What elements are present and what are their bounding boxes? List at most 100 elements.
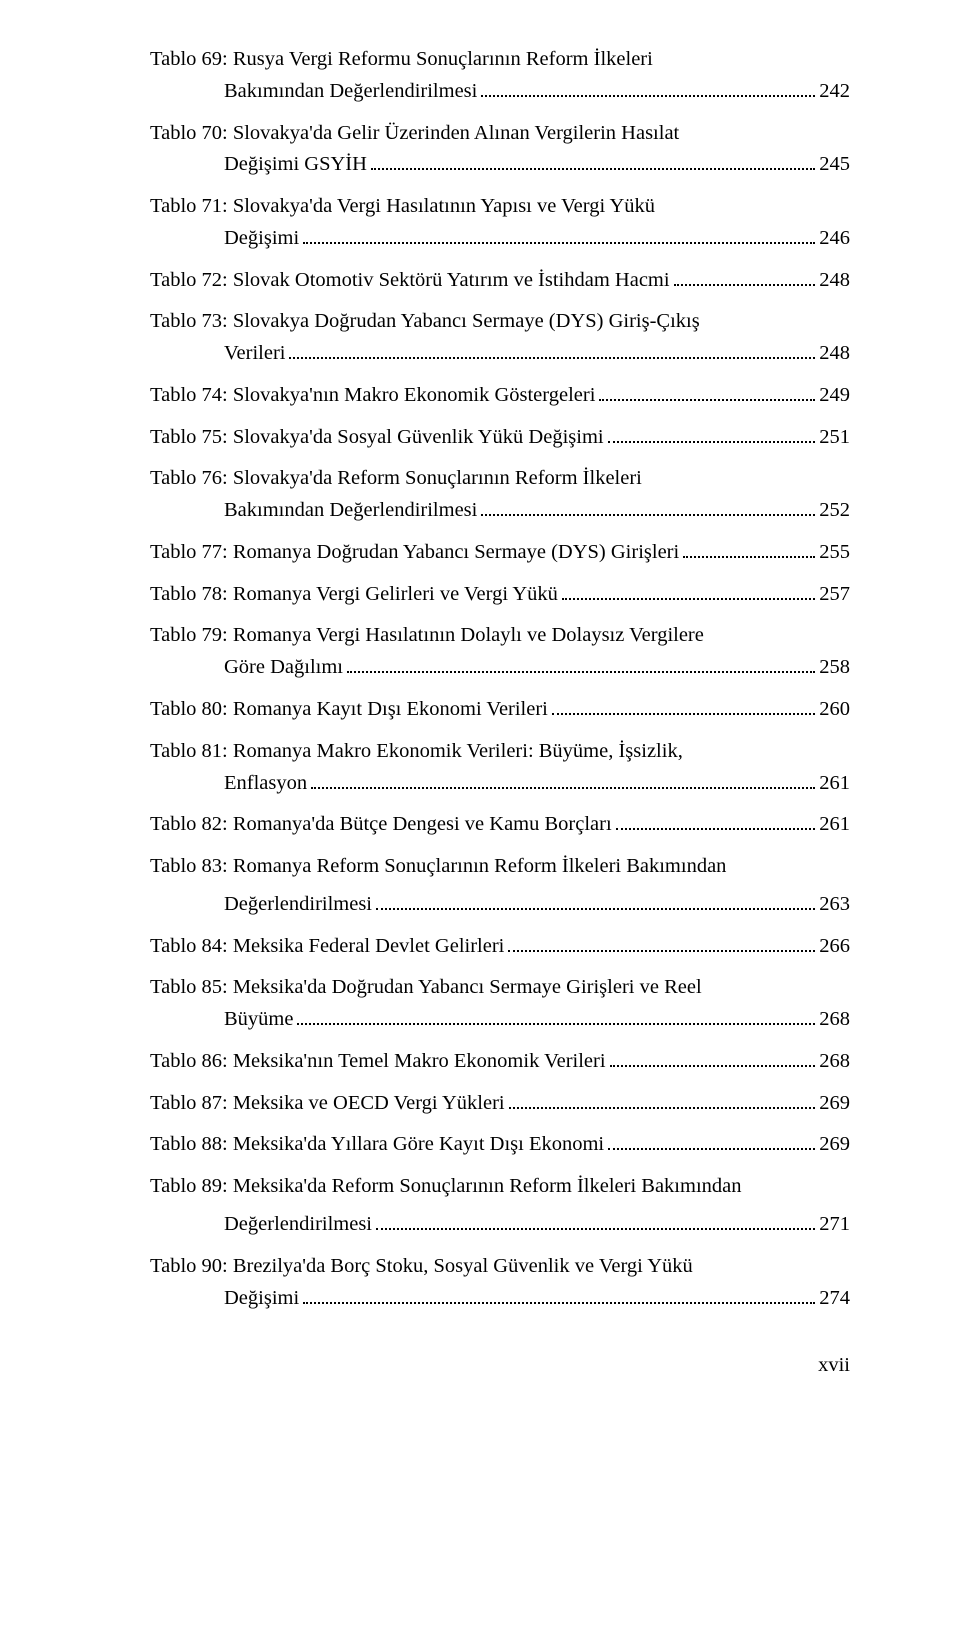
toc-text: Tablo 87: Meksika ve OECD Vergi Yükleri: [150, 1088, 505, 1120]
toc-line: Enflasyon 261: [150, 768, 850, 800]
toc-text: Tablo 85: Meksika'da Doğrudan Yabancı Se…: [150, 972, 702, 1004]
toc-text: Büyüme: [224, 1004, 293, 1036]
toc-text: Tablo 81: Romanya Makro Ekonomik Veriler…: [150, 736, 683, 768]
toc-page-number: 251: [819, 422, 850, 454]
toc-leader-dots: [683, 538, 815, 558]
toc-text: Enflasyon: [224, 768, 307, 800]
toc-text: Tablo 72: Slovak Otomotiv Sektörü Yatırı…: [150, 265, 670, 297]
toc-leader-dots: [616, 810, 816, 830]
toc-text: Tablo 80: Romanya Kayıt Dışı Ekonomi Ver…: [150, 694, 548, 726]
toc-leader-dots: [552, 695, 815, 715]
toc-text: Göre Dağılımı: [224, 652, 343, 684]
toc-page-number: 268: [819, 1046, 850, 1078]
toc-line: Tablo 71: Slovakya'da Vergi Hasılatının …: [150, 191, 850, 223]
toc-line: Tablo 76: Slovakya'da Reform Sonuçlarını…: [150, 463, 850, 495]
toc-page-number: 260: [819, 694, 850, 726]
toc-line: Tablo 69: Rusya Vergi Reformu Sonuçların…: [150, 44, 850, 76]
toc-line: Tablo 73: Slovakya Doğrudan Yabancı Serm…: [150, 306, 850, 338]
toc-page-number: 249: [819, 380, 850, 412]
toc-line: Bakımından Değerlendirilmesi 242: [150, 76, 850, 108]
toc-line: Tablo 88: Meksika'da Yıllara Göre Kayıt …: [150, 1129, 850, 1161]
toc-text: Tablo 84: Meksika Federal Devlet Gelirle…: [150, 931, 504, 963]
toc-entry: Tablo 79: Romanya Vergi Hasılatının Dola…: [150, 620, 850, 684]
toc-entry: Tablo 69: Rusya Vergi Reformu Sonuçların…: [150, 44, 850, 108]
toc-leader-dots: [303, 223, 815, 243]
toc-leader-dots: [289, 339, 815, 359]
toc-line: Tablo 84: Meksika Federal Devlet Gelirle…: [150, 931, 850, 963]
toc-text: Tablo 83: Romanya Reform Sonuçlarının Re…: [150, 851, 726, 883]
toc-leader-dots: [562, 579, 815, 599]
toc-text: Tablo 75: Slovakya'da Sosyal Güvenlik Yü…: [150, 422, 604, 454]
toc-line: Tablo 86: Meksika'nın Temel Makro Ekonom…: [150, 1046, 850, 1078]
toc-line: Değişimi274: [150, 1283, 850, 1315]
toc-line: Göre Dağılımı 258: [150, 652, 850, 684]
toc-text: Tablo 79: Romanya Vergi Hasılatının Dola…: [150, 620, 704, 652]
page-number: xvii: [150, 1350, 850, 1382]
toc-text: Tablo 78: Romanya Vergi Gelirleri ve Ver…: [150, 579, 558, 611]
toc-entry: Tablo 70: Slovakya'da Gelir Üzerinden Al…: [150, 118, 850, 182]
toc-page-number: 245: [819, 149, 850, 181]
toc-page-number: 266: [819, 931, 850, 963]
toc-page-number: 261: [819, 768, 850, 800]
toc-text: Tablo 74: Slovakya'nın Makro Ekonomik Gö…: [150, 380, 595, 412]
toc-line: Tablo 75: Slovakya'da Sosyal Güvenlik Yü…: [150, 422, 850, 454]
toc-line: Tablo 81: Romanya Makro Ekonomik Veriler…: [150, 736, 850, 768]
toc-entry: Tablo 85: Meksika'da Doğrudan Yabancı Se…: [150, 972, 850, 1036]
toc-page-number: 257: [819, 579, 850, 611]
toc-page-number: 242: [819, 76, 850, 108]
toc-page-number: 258: [819, 652, 850, 684]
toc-entry: Tablo 82: Romanya'da Bütçe Dengesi ve Ka…: [150, 809, 850, 841]
toc-text: Değerlendirilmesi: [224, 1209, 372, 1241]
toc-text: Tablo 86: Meksika'nın Temel Makro Ekonom…: [150, 1046, 606, 1078]
toc-text: Tablo 89: Meksika'da Reform Sonuçlarının…: [150, 1171, 742, 1203]
toc-leader-dots: [303, 1283, 815, 1303]
toc-entry: Tablo 90: Brezilya'da Borç Stoku, Sosyal…: [150, 1251, 850, 1315]
toc-text: Tablo 76: Slovakya'da Reform Sonuçlarını…: [150, 463, 642, 495]
toc-line: Tablo 70: Slovakya'da Gelir Üzerinden Al…: [150, 118, 850, 150]
toc-entry: Tablo 78: Romanya Vergi Gelirleri ve Ver…: [150, 579, 850, 611]
toc-entry: Tablo 75: Slovakya'da Sosyal Güvenlik Yü…: [150, 422, 850, 454]
toc-text: Verileri: [224, 338, 285, 370]
toc-entry: Tablo 77: Romanya Doğrudan Yabancı Serma…: [150, 537, 850, 569]
toc-text: Tablo 88: Meksika'da Yıllara Göre Kayıt …: [150, 1129, 604, 1161]
toc-text: Tablo 90: Brezilya'da Borç Stoku, Sosyal…: [150, 1251, 693, 1283]
table-of-contents: Tablo 69: Rusya Vergi Reformu Sonuçların…: [150, 44, 850, 1314]
toc-line: Tablo 72: Slovak Otomotiv Sektörü Yatırı…: [150, 265, 850, 297]
toc-line: Tablo 82: Romanya'da Bütçe Dengesi ve Ka…: [150, 809, 850, 841]
toc-entry: Tablo 87: Meksika ve OECD Vergi Yükleri 2…: [150, 1088, 850, 1120]
toc-line: Değişimi246: [150, 223, 850, 255]
toc-line: Tablo 77: Romanya Doğrudan Yabancı Serma…: [150, 537, 850, 569]
toc-text: Değişimi GSYİH: [224, 149, 367, 181]
toc-entry: Tablo 74: Slovakya'nın Makro Ekonomik Gö…: [150, 380, 850, 412]
toc-page-number: 252: [819, 495, 850, 527]
toc-leader-dots: [481, 496, 815, 516]
toc-entry: Tablo 73: Slovakya Doğrudan Yabancı Serm…: [150, 306, 850, 370]
toc-page-number: 248: [819, 265, 850, 297]
toc-entry: Tablo 88: Meksika'da Yıllara Göre Kayıt …: [150, 1129, 850, 1161]
toc-leader-dots: [376, 1210, 815, 1230]
toc-line: Tablo 78: Romanya Vergi Gelirleri ve Ver…: [150, 579, 850, 611]
toc-text: Bakımından Değerlendirilmesi: [224, 76, 477, 108]
toc-entry: Tablo 76: Slovakya'da Reform Sonuçlarını…: [150, 463, 850, 527]
toc-leader-dots: [371, 150, 815, 170]
toc-page-number: 255: [819, 537, 850, 569]
toc-page-number: 269: [819, 1129, 850, 1161]
toc-line: Tablo 89: Meksika'da Reform Sonuçlarının…: [150, 1171, 850, 1203]
toc-leader-dots: [599, 380, 815, 400]
toc-line: Büyüme268: [150, 1004, 850, 1036]
toc-page-number: 263: [819, 889, 850, 921]
toc-leader-dots: [347, 653, 815, 673]
toc-text: Değişimi: [224, 223, 299, 255]
toc-leader-dots: [610, 1046, 816, 1066]
toc-page-number: 269: [819, 1088, 850, 1120]
toc-text: Tablo 82: Romanya'da Bütçe Dengesi ve Ka…: [150, 809, 612, 841]
toc-line: Verileri 248: [150, 338, 850, 370]
toc-entry: Tablo 84: Meksika Federal Devlet Gelirle…: [150, 931, 850, 963]
toc-line: Tablo 90: Brezilya'da Borç Stoku, Sosyal…: [150, 1251, 850, 1283]
toc-line: Değişimi GSYİH 245: [150, 149, 850, 181]
toc-page-number: 248: [819, 338, 850, 370]
toc-leader-dots: [297, 1005, 815, 1025]
toc-line: Değerlendirilmesi263: [150, 889, 850, 921]
toc-line: Değerlendirilmesi271: [150, 1209, 850, 1241]
toc-entry: Tablo 72: Slovak Otomotiv Sektörü Yatırı…: [150, 265, 850, 297]
